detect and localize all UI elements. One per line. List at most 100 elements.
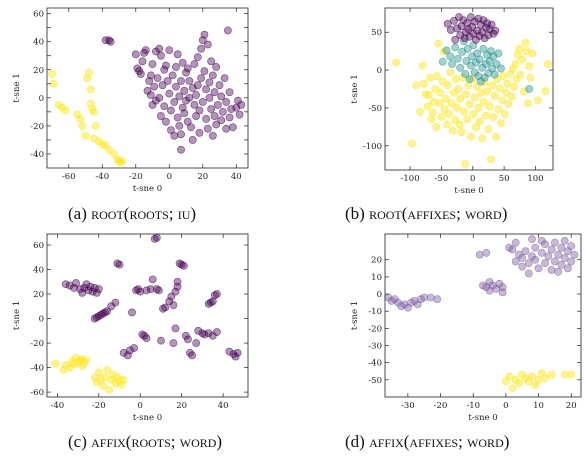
ytick-label-3-1: -40: [368, 359, 382, 369]
point-2-1-67: [208, 297, 217, 306]
point-1-1-9: [461, 69, 470, 78]
point-3-1-57: [567, 257, 576, 266]
point-1-0-73: [502, 88, 510, 97]
point-0-1-65: [195, 106, 204, 115]
point-3-1-28: [511, 238, 520, 247]
point-1-1-12: [465, 75, 474, 84]
point-0-1-87: [213, 100, 222, 109]
point-3-1-54: [560, 236, 569, 245]
ytick-label-3-3: -20: [368, 324, 382, 334]
point-1-2-12: [464, 25, 473, 34]
point-1-0-0: [392, 58, 401, 67]
plot-frame-3: [384, 233, 582, 398]
point-0-1-9: [141, 46, 150, 55]
point-2-1-51: [171, 324, 180, 333]
point-2-1-45: [161, 303, 170, 312]
point-1-1-23: [479, 44, 488, 53]
ytick-label-0-8: 40: [33, 38, 44, 48]
xtick-label-2-4: 40: [218, 401, 229, 411]
point-2-1-31: [134, 285, 143, 294]
point-1-0-25: [443, 81, 452, 90]
point-0-1-40: [173, 50, 182, 59]
point-1-1-34: [494, 49, 503, 58]
point-2-1-17: [96, 310, 105, 319]
point-1-0-79: [510, 82, 519, 91]
point-3-1-42: [541, 259, 549, 268]
point-3-0-4: [515, 379, 523, 388]
point-0-1-97: [225, 113, 234, 122]
xlabel-3: t-sne 0: [468, 413, 497, 423]
xtick-label-0-2: -20: [129, 172, 143, 182]
point-0-1-35: [170, 98, 179, 106]
point-1-0-5: [419, 79, 428, 88]
point-1-0-51: [474, 104, 483, 112]
xtick-label-3-4: 10: [533, 401, 544, 411]
point-0-0-14: [90, 107, 98, 116]
point-2-1-49: [169, 301, 178, 309]
point-1-0-14: [432, 122, 441, 131]
ytick-label-3-5: 0: [377, 290, 382, 300]
xtick-label-2-0: -40: [51, 401, 65, 411]
point-0-1-59: [190, 60, 199, 69]
point-1-1-20: [475, 55, 484, 64]
xtick-label-2-3: 20: [176, 401, 187, 411]
point-0-0-20: [105, 145, 113, 154]
point-1-0-77: [507, 92, 516, 101]
point-1-0-45: [466, 132, 475, 141]
point-1-0-3: [416, 107, 425, 116]
point-2-1-27: [125, 346, 134, 355]
point-3-1-58: [567, 242, 576, 250]
point-0-1-95: [223, 26, 232, 35]
point-2-1-50: [171, 287, 180, 296]
caption-a-prefix: (a): [68, 204, 92, 223]
xtick-label-0-0: -60: [62, 172, 76, 182]
point-0-1-99: [229, 123, 237, 132]
point-1-0-92: [528, 49, 537, 58]
point-2-1-65: [204, 299, 213, 308]
point-2-1-3: [72, 279, 80, 287]
point-1-0-28: [447, 99, 456, 108]
xtick-label-1-3: 50: [499, 174, 510, 184]
point-0-1-39: [173, 113, 182, 122]
point-3-1-48: [550, 238, 559, 247]
point-0-1-3: [131, 50, 140, 59]
point-2-1-23: [113, 259, 122, 268]
point-0-0-7: [78, 121, 87, 130]
point-0-0-16: [91, 121, 100, 130]
point-1-1-3: [448, 60, 456, 68]
xtick-label-2-1: -20: [92, 401, 106, 411]
point-1-0-19: [437, 113, 446, 121]
point-2-1-28: [128, 308, 136, 317]
point-1-0-72: [500, 110, 509, 118]
point-2-1-70: [213, 328, 221, 336]
point-3-1-43: [541, 240, 549, 249]
ytick-label-0-4: 0: [39, 94, 44, 104]
point-3-1-45: [547, 266, 556, 274]
ytick-label-2-2: -20: [30, 339, 44, 349]
ytick-label-0-2: -20: [30, 122, 44, 132]
point-0-1-45: [177, 145, 185, 154]
point-0-0-1: [49, 79, 58, 88]
point-3-0-12: [541, 374, 549, 383]
point-1-0-35: [455, 120, 464, 129]
point-0-1-43: [177, 77, 185, 85]
point-0-1-77: [205, 78, 214, 87]
point-0-1-31: [165, 89, 174, 98]
point-3-1-32: [521, 247, 530, 256]
point-0-1-49: [180, 109, 189, 118]
xtick-label-3-3: 0: [503, 401, 508, 411]
point-1-0-18: [436, 88, 445, 97]
point-1-2-3: [451, 35, 460, 44]
point-2-1-57: [181, 331, 190, 340]
point-1-0-63: [489, 113, 498, 121]
plot-frame-1: [384, 7, 554, 171]
point-0-1-61: [192, 91, 200, 99]
point-3-1-34: [524, 269, 533, 278]
point-1-0-60: [485, 102, 494, 111]
point-3-1-53: [560, 254, 569, 262]
xtick-label-1-4: 100: [527, 174, 543, 184]
point-1-2-21: [475, 32, 484, 40]
point-1-0-74: [503, 79, 512, 88]
point-1-0-23: [441, 94, 450, 103]
